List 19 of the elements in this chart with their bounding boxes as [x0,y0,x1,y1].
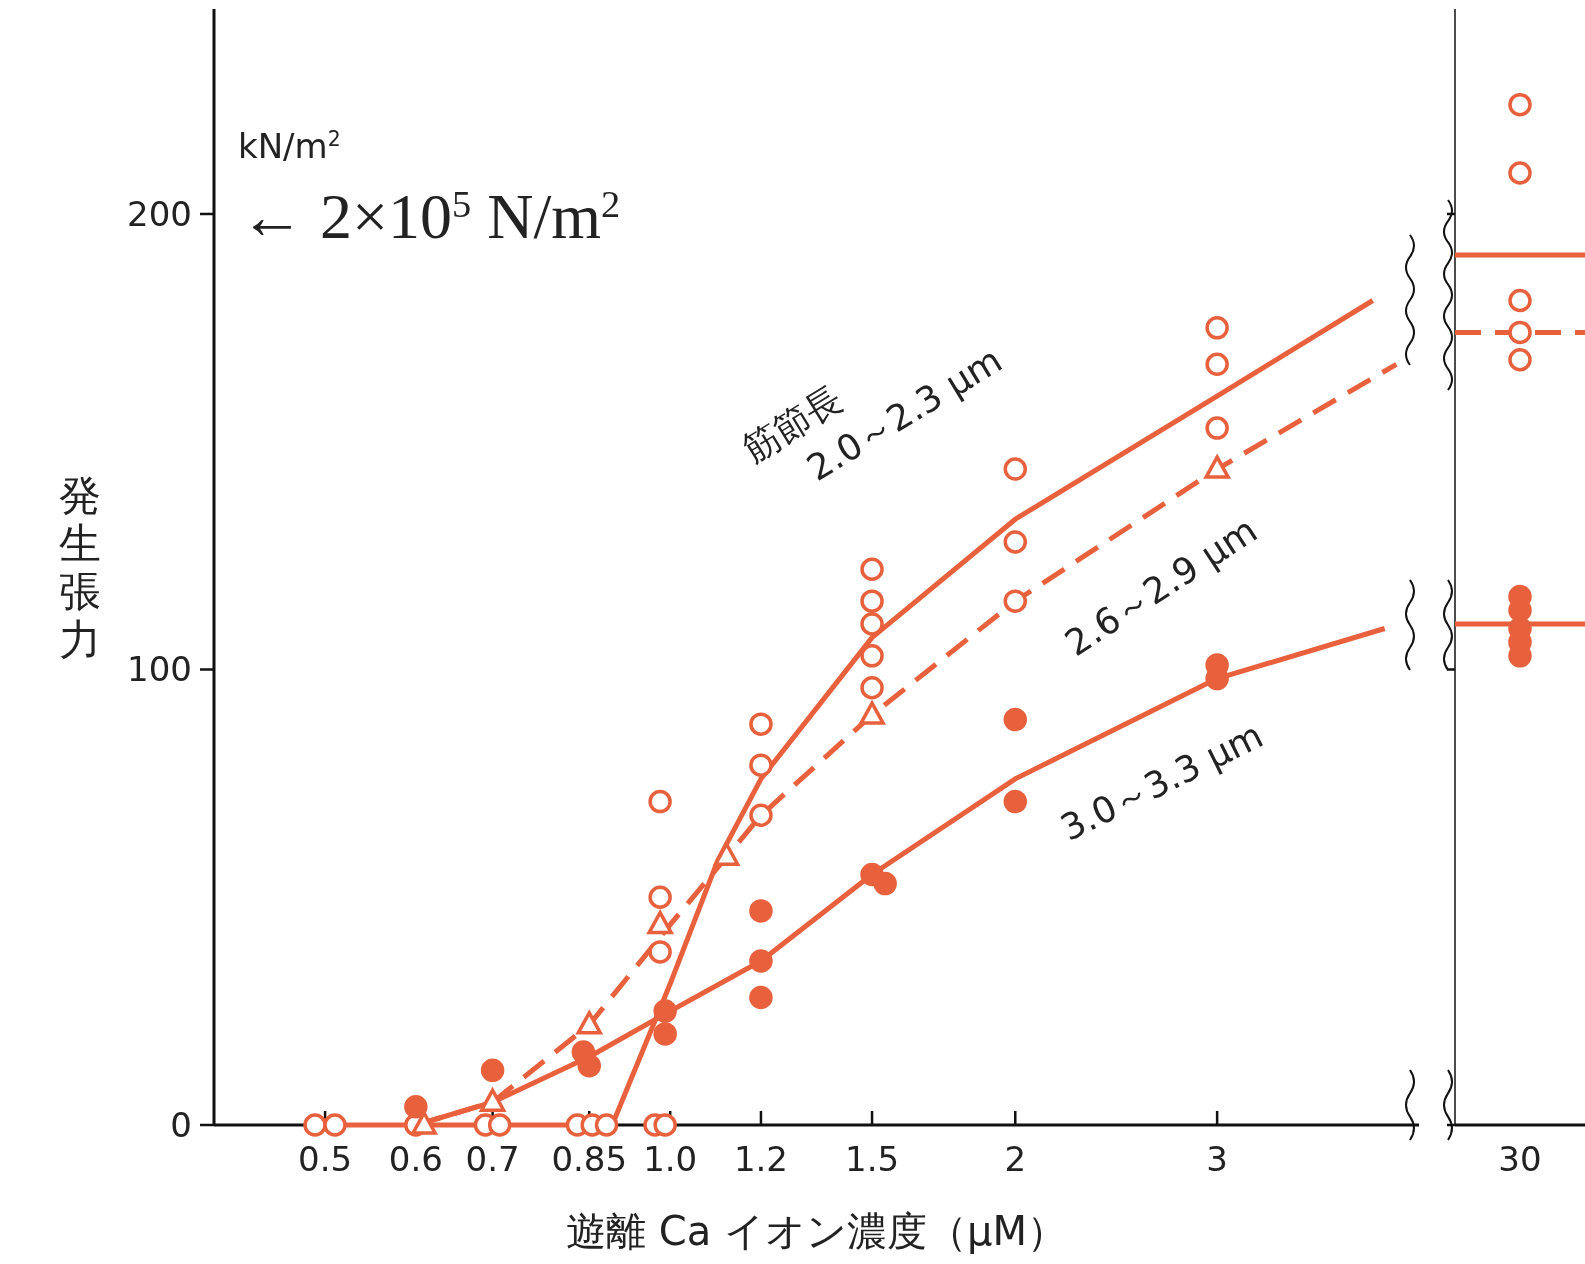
y-axis-title: 発生張力 [59,471,101,664]
annotation: kN/m$^{2}$ [238,126,341,166]
x-tick-label: 0.85 [551,1139,628,1179]
x-tick-label: 3 [1206,1139,1228,1179]
y-tick-label: 200 [127,193,192,234]
x-tick-label: 2 [1004,1139,1027,1179]
text: 2.6～2.9 μm [1057,509,1265,664]
x-tick-label: 0.6 [388,1139,443,1179]
x-axis-title: 遊離 Ca イオン濃度（μM） [566,1208,1067,1254]
annotation: ← 2×10$^{5}$ N/m$^{2}$ [240,180,621,252]
x-tick-label: 1.2 [733,1139,788,1179]
text: 3.0～3.3 μm [1054,714,1270,849]
y-tick-label: 0 [170,1105,192,1145]
y-tick-label: 100 [127,649,192,690]
x-tick-label: 1.0 [643,1139,698,1179]
x-tick-label: 1.5 [845,1139,900,1179]
x-tick-label: 0.7 [465,1139,520,1179]
x-tick-label: 0.5 [298,1139,353,1179]
x-tick-label: 30 [1498,1139,1542,1179]
